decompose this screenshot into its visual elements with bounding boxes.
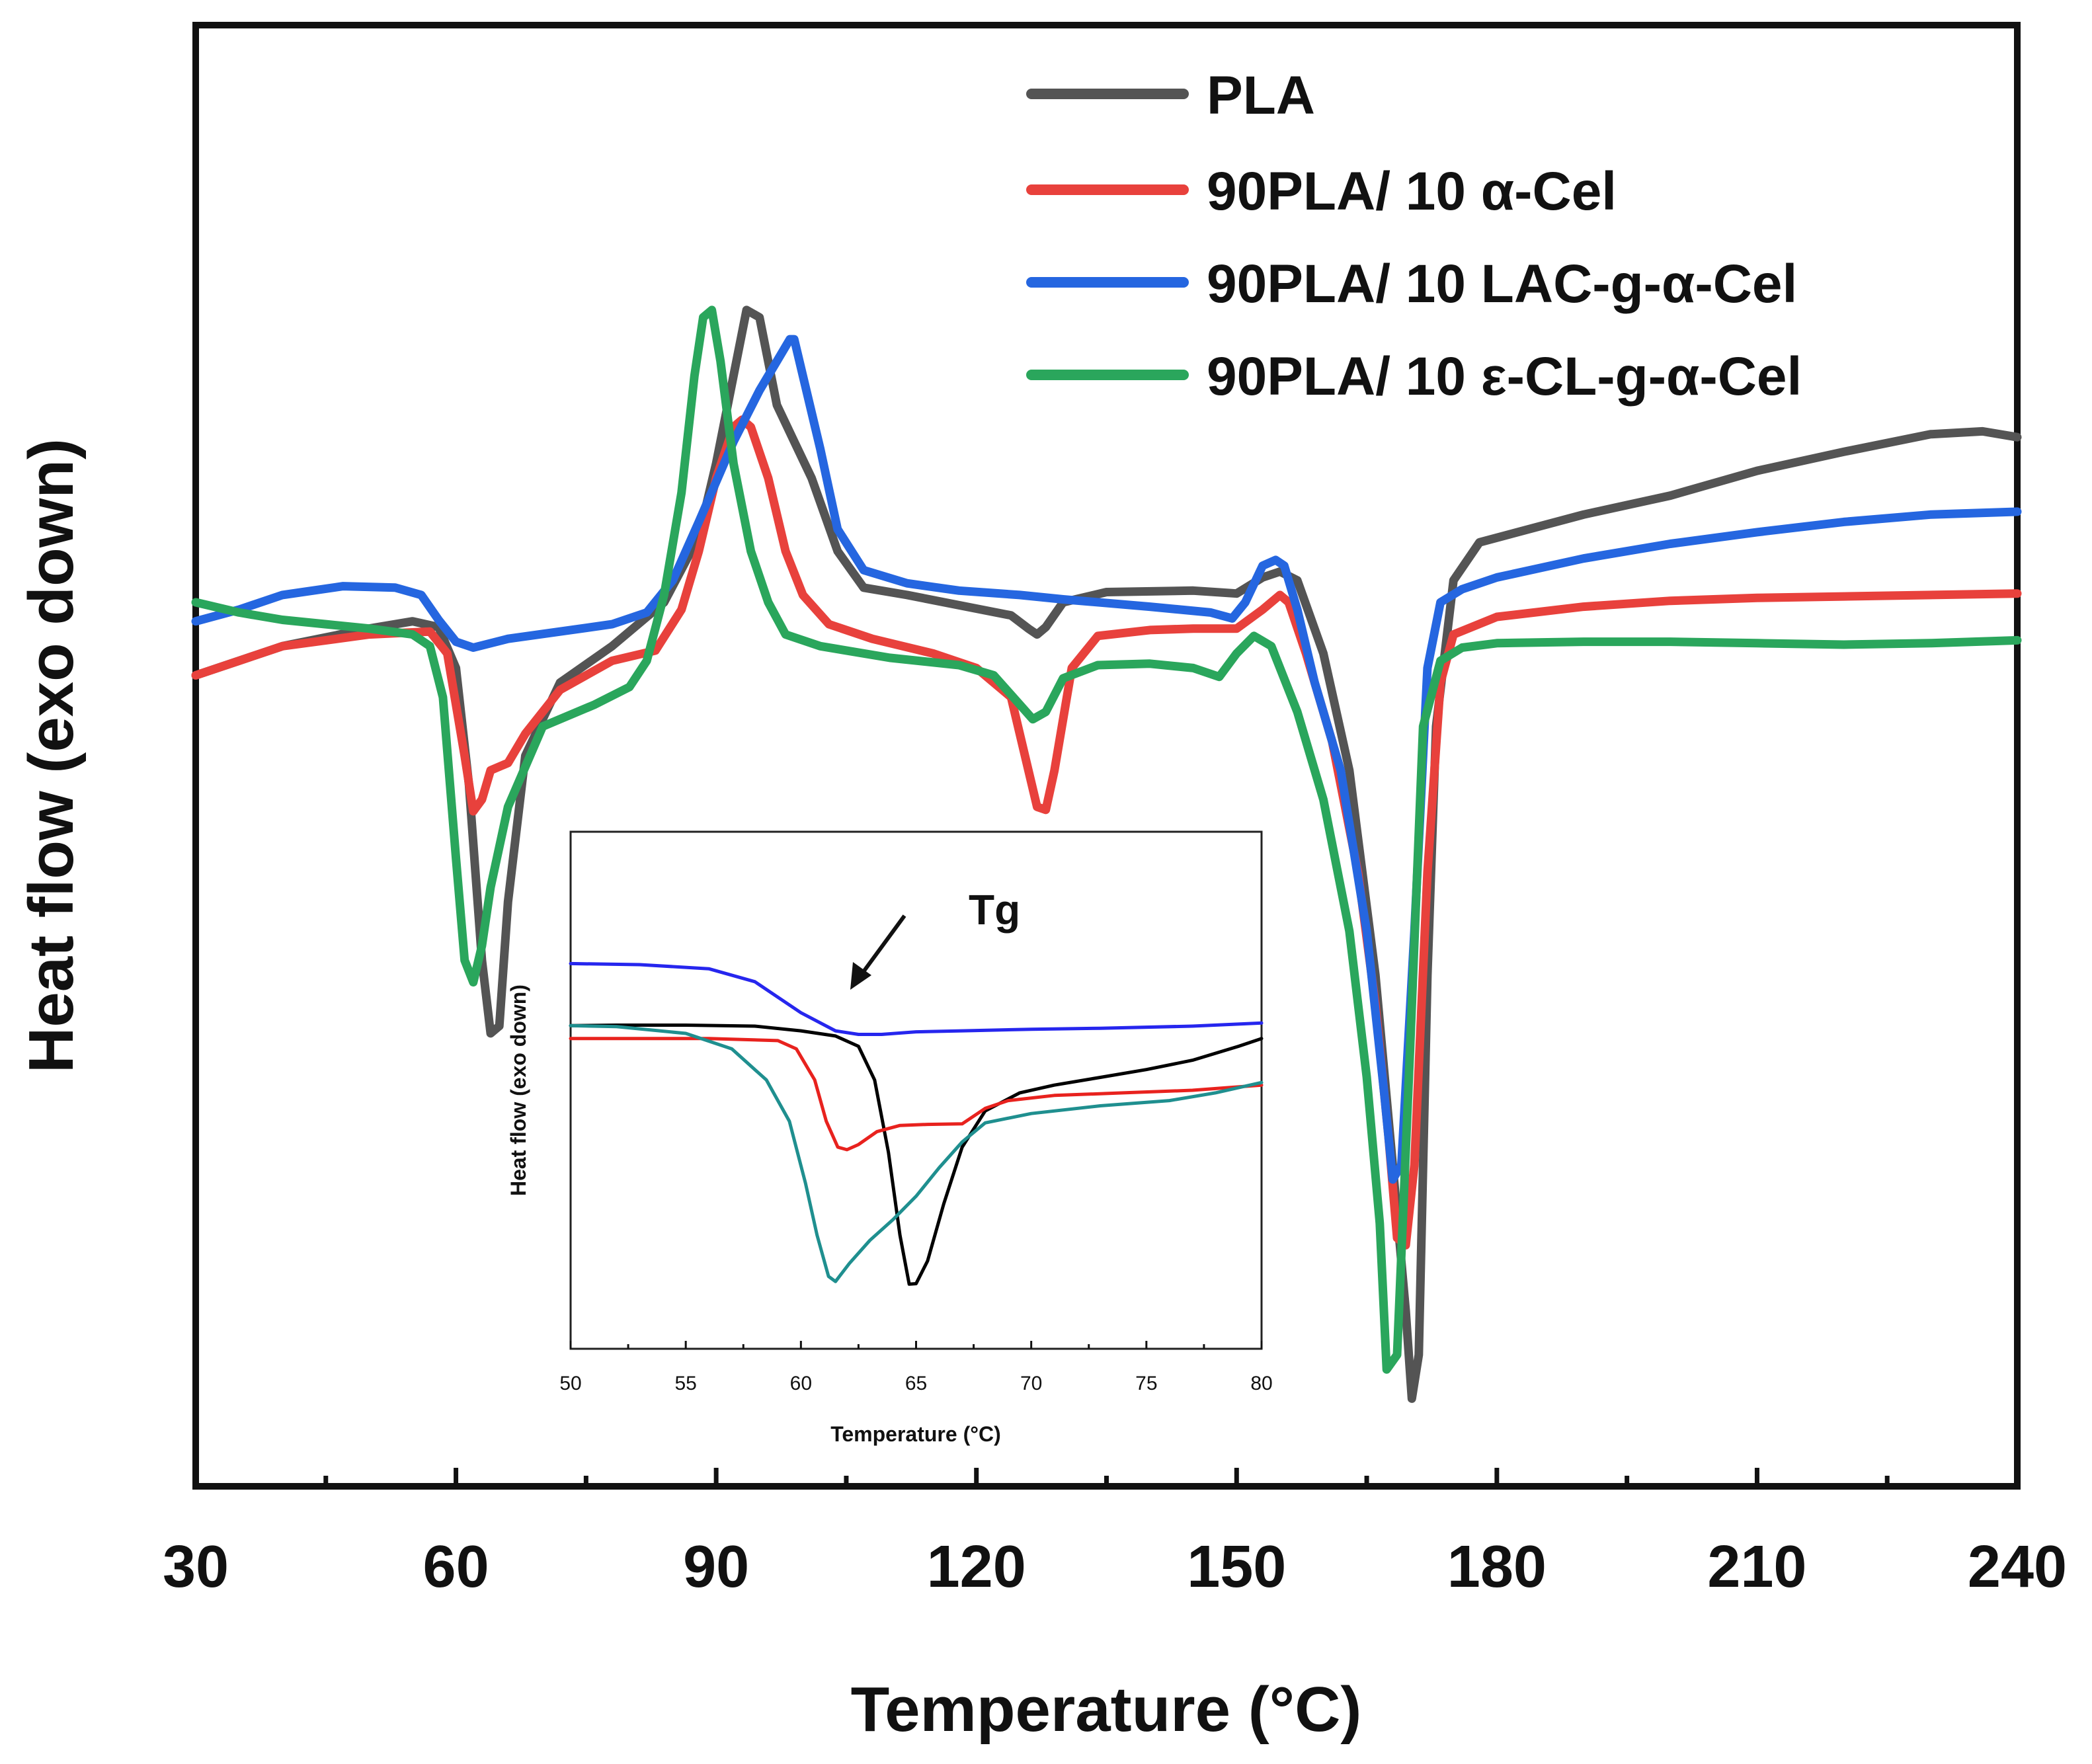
main-ticks-layer — [193, 1468, 2020, 1486]
inset-x-tick-label: 75 — [1135, 1373, 1157, 1394]
inset-x-tick-label: 55 — [674, 1373, 696, 1394]
main-x-tick-label: 240 — [1968, 1534, 2067, 1600]
inset-x-tick-label: 80 — [1250, 1373, 1272, 1394]
main-series-90pla-10-lac-g-alpha-cel — [191, 335, 2022, 1184]
main-x-tick-label: 180 — [1447, 1534, 1547, 1600]
main-series-90pla-10-alpha-cel — [191, 415, 2022, 1250]
main-x-tick-label: 210 — [1707, 1534, 1806, 1600]
main-x-tick-label: 150 — [1187, 1534, 1286, 1600]
main-series-layer — [191, 305, 2022, 1403]
main-x-tick-label: 90 — [683, 1534, 749, 1600]
inset-tick-labels: 50 55 60 65 70 75 80 — [559, 1373, 1272, 1394]
inset-ticks-layer — [569, 1341, 1263, 1349]
inset-series-90pla-10-alpha-cel — [569, 1037, 1264, 1152]
main-x-tick-label: 120 — [927, 1534, 1026, 1600]
inset-x-tick-label: 60 — [790, 1373, 812, 1394]
inset-x-tick-label: 50 — [559, 1373, 581, 1394]
main-tick-labels: 30 60 90 120 150 180 210 240 — [163, 1534, 2067, 1600]
inset-x-tick-label: 70 — [1020, 1373, 1042, 1394]
inset-x-axis-title: Temperature (°C) — [830, 1422, 1001, 1446]
legend-label-pla: PLA — [1207, 65, 1315, 126]
tg-arrow-shaft — [859, 914, 906, 977]
inset-plot: 50 55 60 65 70 75 80 Temperature (°C) Heat flo… — [506, 830, 1273, 1446]
inset-series-90pla-10-lac-g-alpha-cel — [569, 961, 1264, 1036]
inset-series-90pla-10-e-cl-g-alpha-cel — [569, 1023, 1264, 1283]
tg-annotation: Tg — [969, 886, 1020, 934]
legend-label-alpha-cel: 90PLA/ 10 α-Cel — [1207, 161, 1617, 221]
inset-plot-frame — [569, 830, 1263, 1350]
legend-label-lac-g-alpha-cel: 90PLA/ 10 LAC-g-α-Cel — [1207, 254, 1797, 314]
main-x-tick-label: 30 — [163, 1534, 229, 1600]
main-x-tick-label: 60 — [423, 1534, 489, 1600]
main-plot: 30 60 90 120 150 180 210 240 Temperature (°C) H… — [16, 22, 2067, 1745]
tg-arrow-head — [850, 962, 871, 990]
inset-x-tick-label: 65 — [905, 1373, 927, 1394]
inset-series-layer — [569, 961, 1264, 1286]
main-x-axis-title: Temperature (°C) — [851, 1674, 1362, 1745]
main-series-90pla-10-e-cl-g-alpha-cel — [191, 305, 2022, 1374]
legend: PLA 90PLA/ 10 α-Cel 90PLA/ 10 LAC-g-α-Ce… — [1026, 65, 1802, 407]
main-y-axis-title: Heat flow (exo down) — [16, 438, 87, 1073]
inset-y-axis-title: Heat flow (exo down) — [506, 984, 530, 1196]
legend-label-ecl-g-alpha-cel: 90PLA/ 10 ε-CL-g-α-Cel — [1207, 346, 1802, 407]
inset-series-pla — [569, 1023, 1264, 1286]
